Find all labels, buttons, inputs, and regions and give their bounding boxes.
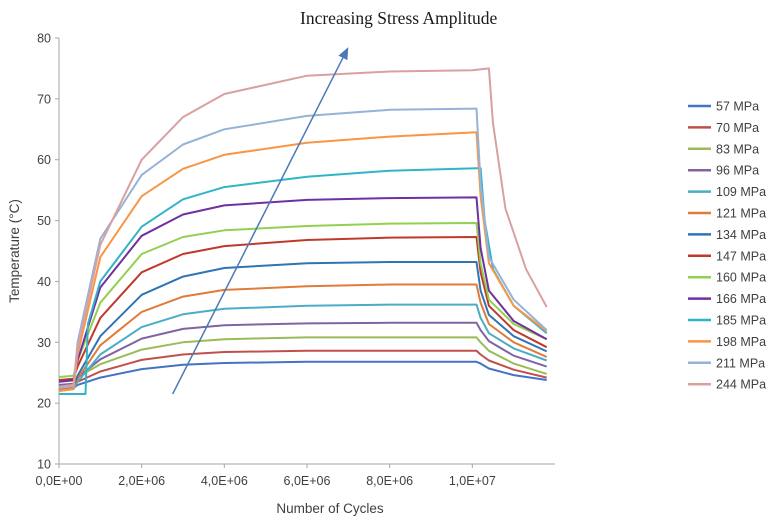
series-line-5 — [58, 283, 548, 391]
legend-label: 134 MPa — [716, 228, 766, 242]
annotation: Increasing Stress Amplitude — [171, 8, 498, 395]
y-tick-label: 40 — [37, 275, 51, 289]
x-axis-title: Number of Cycles — [276, 501, 384, 516]
series-line-6 — [58, 261, 548, 389]
y-tick-label: 80 — [37, 32, 51, 46]
legend-label: 166 MPa — [716, 292, 766, 306]
y-tick-label: 20 — [37, 397, 51, 411]
x-tick-label: 0,0E+00 — [36, 474, 83, 488]
series-line-1 — [58, 349, 547, 388]
series-lines — [58, 67, 548, 395]
x-tick-label: 1,0E+07 — [449, 474, 496, 488]
legend-label: 70 MPa — [716, 121, 759, 135]
series-line-10 — [59, 167, 548, 395]
y-tick-label: 30 — [37, 336, 51, 350]
legend-label: 211 MPa — [716, 356, 765, 370]
y-axis-title: Temperature (°C) — [7, 199, 22, 303]
legend-label: 83 MPa — [716, 142, 759, 156]
x-tick-label: 4,0E+06 — [201, 474, 248, 488]
legend-label: 147 MPa — [716, 249, 766, 263]
x-tick-label: 2,0E+06 — [118, 474, 165, 488]
series-line-13 — [58, 67, 548, 388]
legend-label: 121 MPa — [716, 207, 766, 221]
legend-label: 109 MPa — [716, 185, 766, 199]
legend-label: 185 MPa — [716, 314, 766, 328]
legend-label: 244 MPa — [716, 378, 766, 392]
y-tick-label: 70 — [37, 92, 51, 106]
legend-label: 96 MPa — [716, 164, 759, 178]
y-tick-label: 10 — [37, 458, 51, 472]
y-tick-label: 50 — [37, 214, 51, 228]
x-tick-labels: 0,0E+00 2,0E+06 4,0E+06 6,0E+06 8,0E+06 1,0E+… — [36, 464, 496, 488]
x-tick-label: 6,0E+06 — [284, 474, 331, 488]
stress-arrow-head — [338, 47, 349, 61]
series-line-0 — [58, 360, 547, 391]
y-tick-label: 60 — [37, 153, 51, 167]
y-tick-labels: 10 20 30 40 50 60 70 80 — [37, 32, 59, 472]
legend-label: 57 MPa — [716, 100, 759, 114]
x-tick-label: 8,0E+06 — [366, 474, 413, 488]
series-line-12 — [58, 107, 548, 389]
legend-label: 160 MPa — [716, 271, 766, 285]
legend-label: 198 MPa — [716, 335, 766, 349]
series-line-9 — [58, 196, 548, 383]
stress-arrow — [171, 57, 344, 395]
series-line-4 — [58, 303, 548, 392]
annotation-text: Increasing Stress Amplitude — [300, 8, 498, 28]
legend: 57 MPa 70 MPa 83 MPa 96 MPa 109 MPa 121 MPa 13… — [688, 100, 766, 392]
series-line-7 — [58, 236, 548, 381]
